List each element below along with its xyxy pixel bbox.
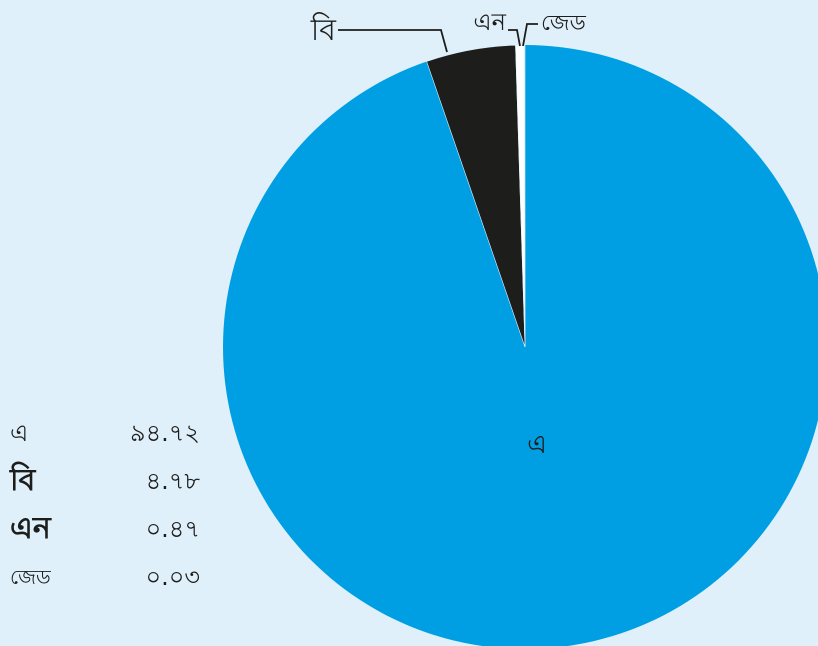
legend-value: ০.০৩ [145,563,200,591]
legend-value: ০.৪৭ [145,515,200,543]
slice-z [524,44,526,348]
legend-item-a: এ ৯৪.৭২ [10,418,200,466]
slice-a [223,45,818,646]
leader-lines [338,23,538,53]
slice-label-n: এন [473,8,506,36]
slice-label-a: এ [527,430,547,460]
legend: এ ৯৪.৭২ বি ৪.৭৮ এন ০.৪৭ জেড ০.০৩ [10,418,200,610]
slice-label-z: জেড [541,11,587,36]
legend-item-n: এন ০.৪৭ [10,514,200,562]
legend-label: জেড [10,565,51,589]
legend-label: বি [10,463,36,498]
legend-value: ৪.৭৮ [145,467,200,495]
legend-item-b: বি ৪.৭৮ [10,466,200,514]
legend-value: ৯৪.৭২ [130,419,200,447]
legend-label: এন [10,511,51,546]
pie-slices [223,44,818,646]
leader-line [522,23,538,47]
slice-labels: এ বি এন জেড [310,8,587,460]
slice-label-b: বি [310,12,338,48]
legend-item-z: জেড ০.০৩ [10,562,200,610]
leader-line [508,29,521,47]
leader-line [338,29,448,53]
legend-label: এ [10,419,29,447]
